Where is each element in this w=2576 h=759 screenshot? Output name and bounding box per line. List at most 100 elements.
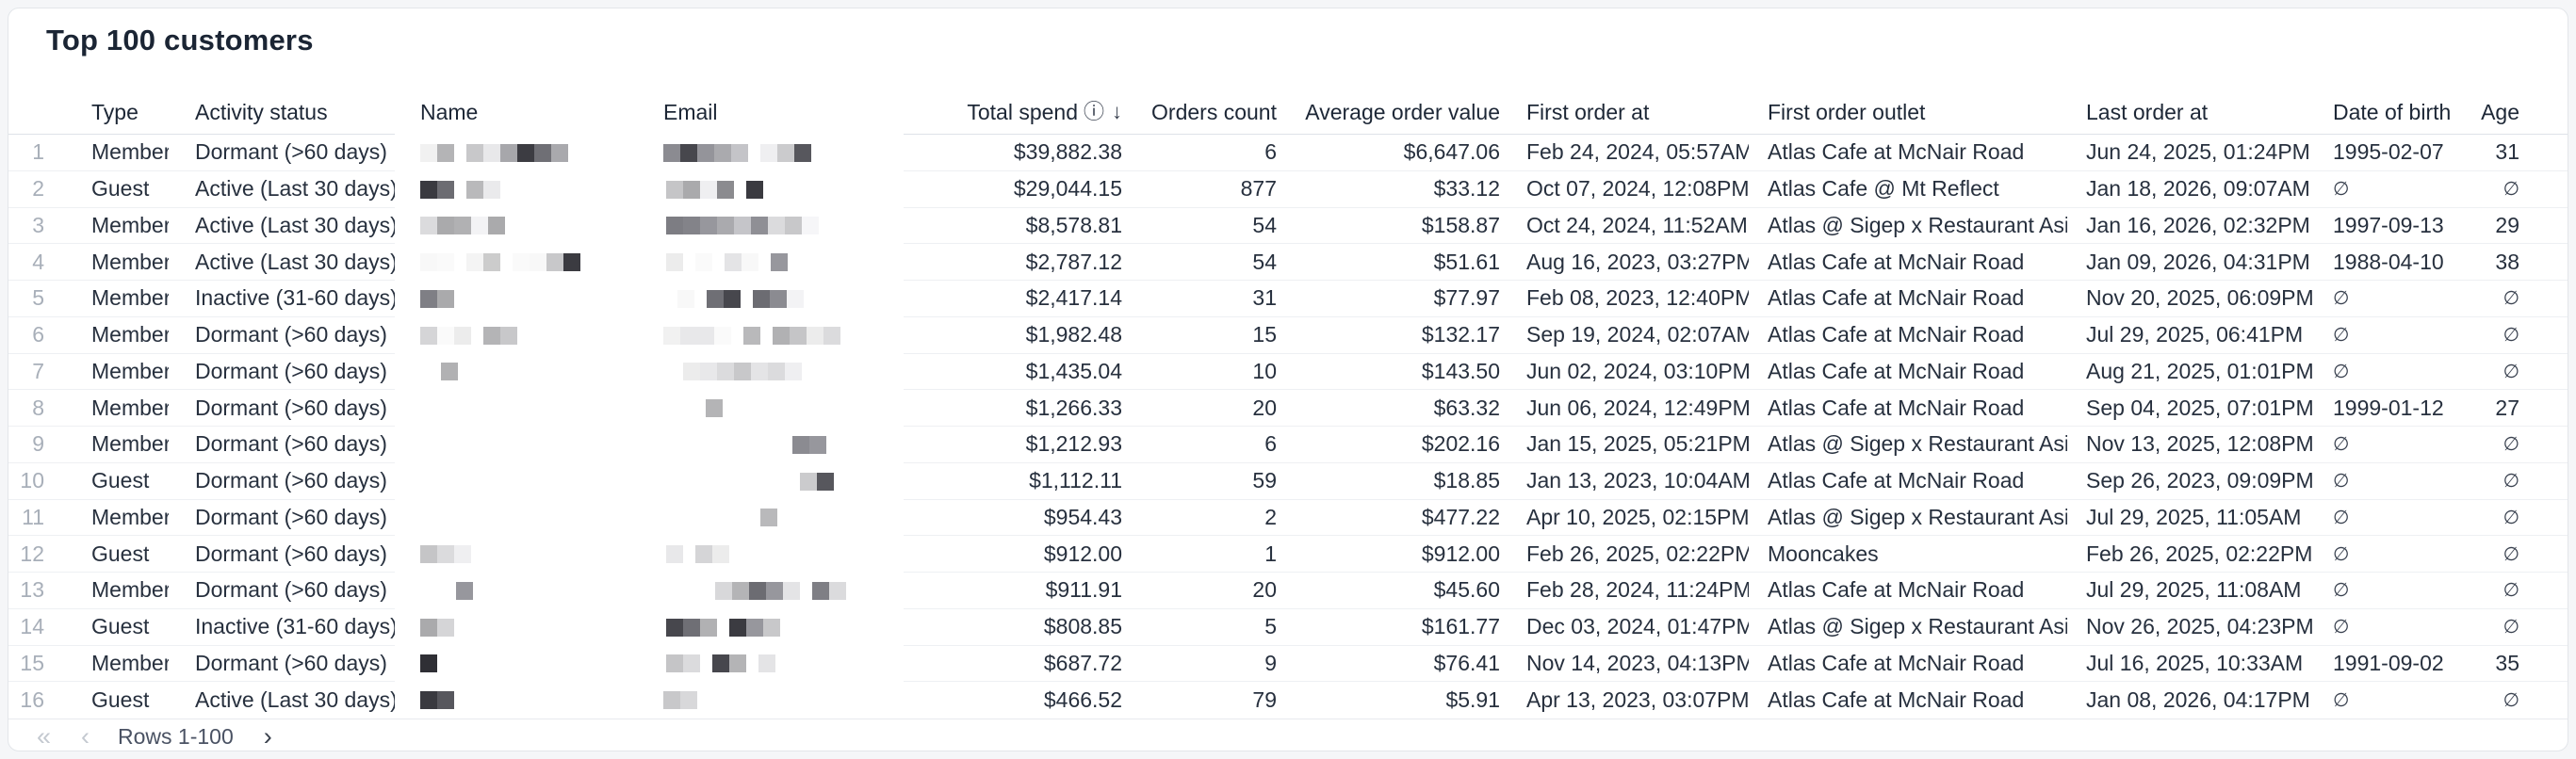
table-row[interactable]: 5 Member Inactive (31-60 days) $2,417.14 31 $… xyxy=(8,281,2568,317)
first-page-button[interactable]: « xyxy=(37,721,52,751)
cell-orders-count: 31 xyxy=(1125,281,1280,317)
table-row[interactable]: 16 Guest Active (Last 30 days) $466.52 79 $5.… xyxy=(8,682,2568,719)
cell-average-order-value: $18.85 xyxy=(1280,463,1504,500)
cell-orders-count: 20 xyxy=(1125,573,1280,609)
cell-row-number: 8 xyxy=(8,390,56,427)
cell-age: 27 xyxy=(2481,390,2568,427)
cell-row-number-value: 12 xyxy=(20,541,44,566)
cell-last-order-at: Nov 20, 2025, 06:09PM xyxy=(2067,281,2333,317)
table-row[interactable]: 12 Guest Dormant (>60 days) $912.00 1 $912.00… xyxy=(8,536,2568,573)
cell-orders-count-value: 10 xyxy=(1252,358,1277,383)
email-redaction-mosaic xyxy=(677,281,804,317)
cell-first-order-outlet: Atlas Cafe at McNair Road xyxy=(1749,390,2067,427)
cell-email-redacted xyxy=(663,171,904,208)
table-row[interactable]: 14 Guest Inactive (31-60 days) $808.85 5 $161… xyxy=(8,609,2568,646)
cell-last-order-at: Nov 26, 2025, 04:23PM xyxy=(2067,609,2333,646)
header-average-order-value[interactable]: Average order value xyxy=(1280,90,1504,135)
header-activity-status[interactable]: Activity status xyxy=(169,90,395,135)
cell-first-order-at-value: Dec 03, 2024, 01:47PM xyxy=(1526,614,1749,639)
table-row[interactable]: 4 Member Active (Last 30 days) $2,787.12 54 $… xyxy=(8,244,2568,281)
header-age[interactable]: Age xyxy=(2481,90,2568,135)
cell-first-order-outlet: Atlas Cafe at McNair Road xyxy=(1749,646,2067,683)
cell-first-order-at: Feb 24, 2024, 05:57AM xyxy=(1504,135,1749,171)
cell-first-order-outlet: Atlas Cafe at McNair Road xyxy=(1749,244,2067,281)
email-redaction-mosaic xyxy=(760,500,777,537)
cell-total-spend-value: $2,787.12 xyxy=(1025,249,1122,274)
cell-first-order-at-value: Feb 24, 2024, 05:57AM xyxy=(1526,139,1749,165)
table-row[interactable]: 9 Member Dormant (>60 days) $1,212.93 6 $202.… xyxy=(8,427,2568,463)
cell-first-order-outlet-value: Atlas @ Sigep x Restaurant Asia xyxy=(1768,614,2067,639)
cell-last-order-at-value: Aug 21, 2025, 01:01PM xyxy=(2086,358,2314,383)
next-page-button[interactable]: › xyxy=(263,721,272,751)
cell-total-spend-value: $1,982.48 xyxy=(1025,322,1122,347)
header-date-of-birth[interactable]: Date of birth xyxy=(2333,90,2481,135)
cell-row-number: 7 xyxy=(8,354,56,391)
cell-first-order-at-value: Feb 26, 2025, 02:22PM xyxy=(1526,541,1749,566)
cell-type: Member xyxy=(56,573,169,609)
cell-total-spend-value: $466.52 xyxy=(1043,687,1122,713)
cell-email-redacted xyxy=(663,390,904,427)
cell-last-order-at: Sep 04, 2025, 07:01PM xyxy=(2067,390,2333,427)
email-redaction-mosaic xyxy=(666,609,780,646)
table-row[interactable]: 7 Member Dormant (>60 days) $1,435.04 10 $143… xyxy=(8,354,2568,391)
header-orders-count[interactable]: Orders count xyxy=(1125,90,1280,135)
cell-total-spend-value: $911.91 xyxy=(1045,577,1122,603)
cell-first-order-at-value: Jan 15, 2025, 05:21PM xyxy=(1526,431,1749,457)
email-redaction-mosaic xyxy=(706,390,723,427)
cell-email-redacted xyxy=(663,427,904,463)
cell-orders-count-value: 9 xyxy=(1264,650,1277,675)
cell-average-order-value-value: $161.77 xyxy=(1421,614,1500,639)
sort-desc-icon[interactable]: ↓ xyxy=(1112,100,1122,123)
cell-average-order-value: $76.41 xyxy=(1280,646,1504,683)
cell-date-of-birth: 1995-02-07 xyxy=(2333,135,2481,171)
cell-total-spend: $1,112.11 xyxy=(904,463,1125,500)
cell-row-number-value: 4 xyxy=(32,249,44,274)
header-total-spend[interactable]: Total spend ⓘ ↓ xyxy=(904,90,1125,135)
header-type[interactable]: Type xyxy=(56,90,169,135)
email-redaction-mosaic xyxy=(663,317,840,354)
cell-type-value: Guest xyxy=(91,687,150,713)
table-row[interactable]: 13 Member Dormant (>60 days) $911.91 20 $45.6… xyxy=(8,573,2568,609)
cell-first-order-outlet: Atlas Cafe at McNair Road xyxy=(1749,573,2067,609)
cell-first-order-outlet: Atlas Cafe at McNair Road xyxy=(1749,281,2067,317)
cell-average-order-value-value: $477.22 xyxy=(1421,504,1500,529)
table-row[interactable]: 15 Member Dormant (>60 days) $687.72 9 $76.41… xyxy=(8,646,2568,683)
pagination-bar: « ‹ Rows 1-100 › xyxy=(8,719,2568,751)
table-row[interactable]: 10 Guest Dormant (>60 days) $1,112.11 59 $18.… xyxy=(8,463,2568,500)
cell-name-redacted xyxy=(395,317,663,354)
cell-last-order-at-value: Jul 29, 2025, 11:05AM xyxy=(2086,504,2302,529)
cell-orders-count-value: 31 xyxy=(1252,285,1277,311)
info-icon[interactable]: ⓘ xyxy=(1083,100,1104,123)
cell-age: ∅ xyxy=(2481,682,2568,719)
cell-first-order-at: Feb 08, 2023, 12:40PM xyxy=(1504,281,1749,317)
cell-last-order-at-value: Jun 24, 2025, 01:24PM xyxy=(2086,139,2310,165)
header-name[interactable]: Name xyxy=(420,100,479,124)
table-row[interactable]: 2 Guest Active (Last 30 days) $29,044.15 877… xyxy=(8,171,2568,208)
table-row[interactable]: 11 Member Dormant (>60 days) $954.43 2 $477.2… xyxy=(8,500,2568,537)
name-redaction-mosaic xyxy=(420,609,454,646)
table-row[interactable]: 3 Member Active (Last 30 days) $8,578.81 54 $… xyxy=(8,208,2568,245)
cell-orders-count-value: 5 xyxy=(1264,614,1277,639)
cell-email-redacted xyxy=(663,317,904,354)
cell-first-order-at-value: Apr 10, 2025, 02:15PM xyxy=(1526,504,1749,529)
table-row[interactable]: 6 Member Dormant (>60 days) $1,982.48 15 $132… xyxy=(8,317,2568,354)
cell-last-order-at: Nov 13, 2025, 12:08PM xyxy=(2067,427,2333,463)
email-redaction-mosaic xyxy=(666,536,729,573)
cell-name-redacted xyxy=(395,208,663,245)
table-row[interactable]: 8 Member Dormant (>60 days) $1,266.33 20 $63.… xyxy=(8,390,2568,427)
header-email[interactable]: Email xyxy=(663,100,718,124)
header-first-order-at[interactable]: First order at xyxy=(1504,90,1749,135)
cell-type: Member xyxy=(56,500,169,537)
cell-age-value: 29 xyxy=(2495,212,2519,237)
cell-orders-count: 15 xyxy=(1125,317,1280,354)
previous-page-button[interactable]: ‹ xyxy=(81,721,90,751)
table-row[interactable]: 1 Member Dormant (>60 days) $39,882.38 6 $6,6… xyxy=(8,135,2568,171)
cell-age-value: ∅ xyxy=(2503,325,2519,347)
cell-activity-status: Dormant (>60 days) xyxy=(169,646,395,683)
cell-date-of-birth-value: ∅ xyxy=(2333,690,2350,712)
cell-last-order-at: Jul 29, 2025, 06:41PM xyxy=(2067,317,2333,354)
header-last-order-at[interactable]: Last order at xyxy=(2067,90,2333,135)
cell-activity-status: Active (Last 30 days) xyxy=(169,208,395,245)
header-first-order-outlet[interactable]: First order outlet xyxy=(1749,90,2067,135)
cell-last-order-at-value: Nov 26, 2025, 04:23PM xyxy=(2086,614,2314,639)
